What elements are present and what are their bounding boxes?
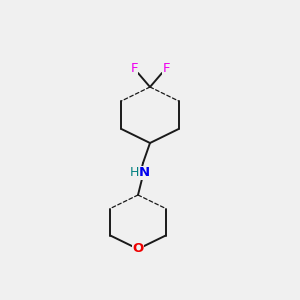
Text: H: H (129, 167, 139, 179)
Text: N: N (138, 167, 150, 179)
Text: F: F (130, 62, 138, 76)
Text: O: O (132, 242, 144, 256)
Text: F: F (162, 62, 170, 76)
